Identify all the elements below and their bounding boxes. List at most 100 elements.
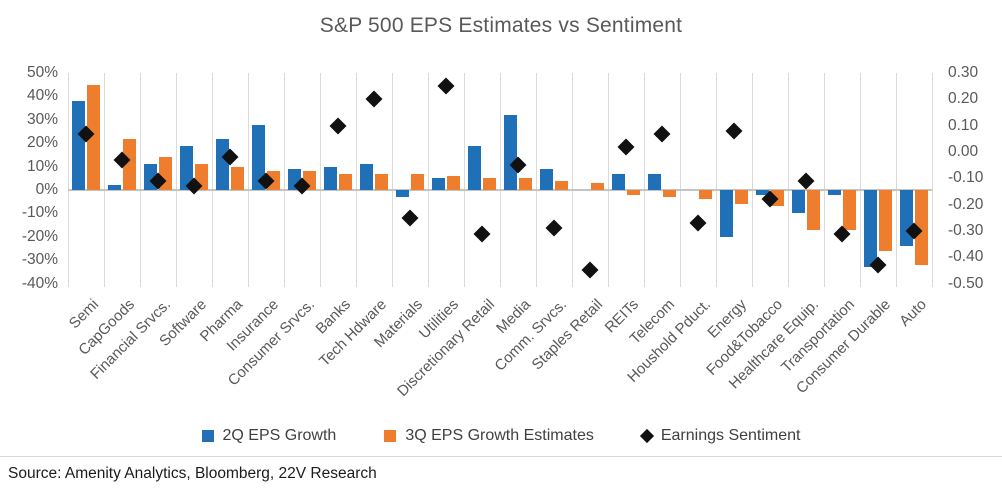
bar-3q-eps-estimate — [663, 189, 676, 197]
legend-item-3q-eps-growth-estimates: 3Q EPS Growth Estimates — [384, 427, 594, 445]
bar-3q-eps-estimate — [699, 189, 712, 200]
left-axis-tick: -30% — [21, 251, 58, 269]
bar-3q-eps-estimate — [735, 189, 748, 204]
bar-2q-eps-growth — [756, 189, 769, 195]
gridline — [211, 73, 213, 287]
bar-2q-eps-growth — [900, 189, 913, 246]
bar-2q-eps-growth — [396, 189, 409, 197]
sentiment-diamond — [401, 209, 419, 227]
sentiment-diamond — [617, 138, 635, 156]
gridline — [283, 73, 285, 287]
legend: 2Q EPS Growth 3Q EPS Growth Estimates Ea… — [0, 423, 1002, 449]
bar-2q-eps-growth — [360, 164, 373, 190]
diamond-marker-icon — [639, 428, 654, 444]
bar-2q-eps-growth — [720, 189, 733, 237]
gridline — [463, 73, 465, 287]
chart-title: S&P 500 EPS Estimates vs Sentiment — [319, 14, 683, 37]
gridline — [571, 73, 573, 287]
gridline — [391, 73, 393, 287]
bar-2q-eps-growth — [792, 189, 805, 214]
gridline — [895, 73, 897, 287]
left-axis-tick: 0% — [35, 180, 58, 198]
bar-2q-eps-growth — [648, 173, 661, 190]
left-axis-tick: 10% — [26, 157, 58, 175]
sentiment-diamond — [329, 117, 347, 135]
gridline — [103, 73, 105, 287]
gridline — [67, 73, 69, 287]
gridline — [679, 73, 681, 287]
bar-2q-eps-growth — [216, 138, 229, 190]
gridline — [499, 73, 501, 287]
sentiment-diamond — [581, 261, 599, 279]
legend-label-3q: 3Q EPS Growth Estimates — [405, 427, 594, 444]
left-axis-tick: 50% — [26, 64, 58, 81]
bar-3q-eps-estimate — [807, 189, 820, 230]
left-axis-tick: 30% — [26, 110, 58, 128]
bar-3q-eps-estimate — [555, 180, 568, 190]
right-axis-tick: -0.10 — [948, 169, 984, 187]
right-axis-tick: -0.40 — [948, 248, 984, 266]
left-axis-tick: 20% — [26, 134, 58, 152]
right-axis-tick: -0.50 — [948, 274, 984, 292]
bar-3q-eps-estimate — [519, 178, 532, 190]
sentiment-diamond — [689, 214, 707, 232]
blue-square-swatch-icon — [201, 430, 214, 442]
gridline — [607, 73, 609, 287]
gridline — [247, 73, 249, 287]
gridline — [139, 73, 141, 287]
gridline — [175, 73, 177, 287]
sentiment-diamond — [545, 219, 563, 237]
gridline — [859, 73, 861, 287]
gridline — [751, 73, 753, 287]
bar-2q-eps-growth — [108, 185, 121, 190]
sentiment-diamond — [473, 225, 491, 242]
bar-2q-eps-growth — [504, 115, 517, 190]
bar-3q-eps-estimate — [87, 84, 100, 190]
bar-2q-eps-growth — [864, 189, 877, 268]
right-axis-tick: -0.20 — [948, 195, 984, 213]
bar-3q-eps-estimate — [879, 189, 892, 251]
footer-divider — [0, 456, 1002, 457]
bar-3q-eps-estimate — [483, 178, 496, 190]
legend-label-2q: 2Q EPS Growth — [222, 427, 337, 444]
gridline — [931, 73, 933, 287]
legend-label-sentiment: Earnings Sentiment — [660, 427, 801, 444]
bar-2q-eps-growth — [468, 145, 481, 190]
bar-2q-eps-growth — [324, 166, 337, 190]
sentiment-diamond — [797, 172, 815, 190]
bar-3q-eps-estimate — [915, 189, 928, 265]
bar-3q-eps-estimate — [231, 166, 244, 190]
left-axis-tick: 40% — [26, 87, 58, 105]
bar-2q-eps-growth — [252, 124, 265, 190]
left-axis-tick: -10% — [21, 204, 58, 222]
gridline — [715, 73, 717, 287]
orange-square-swatch-icon — [384, 430, 397, 442]
bar-3q-eps-estimate — [375, 173, 388, 190]
bar-2q-eps-growth — [612, 173, 625, 190]
gridline — [319, 73, 321, 287]
bar-2q-eps-growth — [180, 145, 193, 190]
zero-axis-line — [68, 188, 932, 191]
gridline — [787, 73, 789, 287]
sentiment-diamond — [365, 90, 383, 108]
sentiment-diamond — [437, 77, 455, 95]
left-axis-tick: -20% — [21, 227, 58, 245]
gridline — [427, 73, 429, 287]
bar-3q-eps-estimate — [627, 189, 640, 195]
bar-2q-eps-growth — [828, 189, 841, 195]
right-axis-tick: 0.10 — [948, 116, 979, 134]
left-axis-tick: -40% — [21, 274, 58, 292]
bar-2q-eps-growth — [72, 101, 85, 190]
source-note: Source: Amenity Analytics, Bloomberg, 22… — [8, 465, 377, 482]
gridline — [823, 73, 825, 287]
bar-3q-eps-estimate — [447, 175, 460, 190]
bar-3q-eps-estimate — [843, 189, 856, 230]
right-axis-tick: 0.30 — [948, 64, 979, 81]
bar-2q-eps-growth — [540, 168, 553, 190]
gridline — [643, 73, 645, 287]
legend-item-earnings-sentiment: Earnings Sentiment — [639, 427, 801, 445]
bar-3q-eps-estimate — [411, 173, 424, 190]
right-axis-tick: 0.20 — [948, 90, 979, 108]
sentiment-diamond — [725, 122, 743, 140]
